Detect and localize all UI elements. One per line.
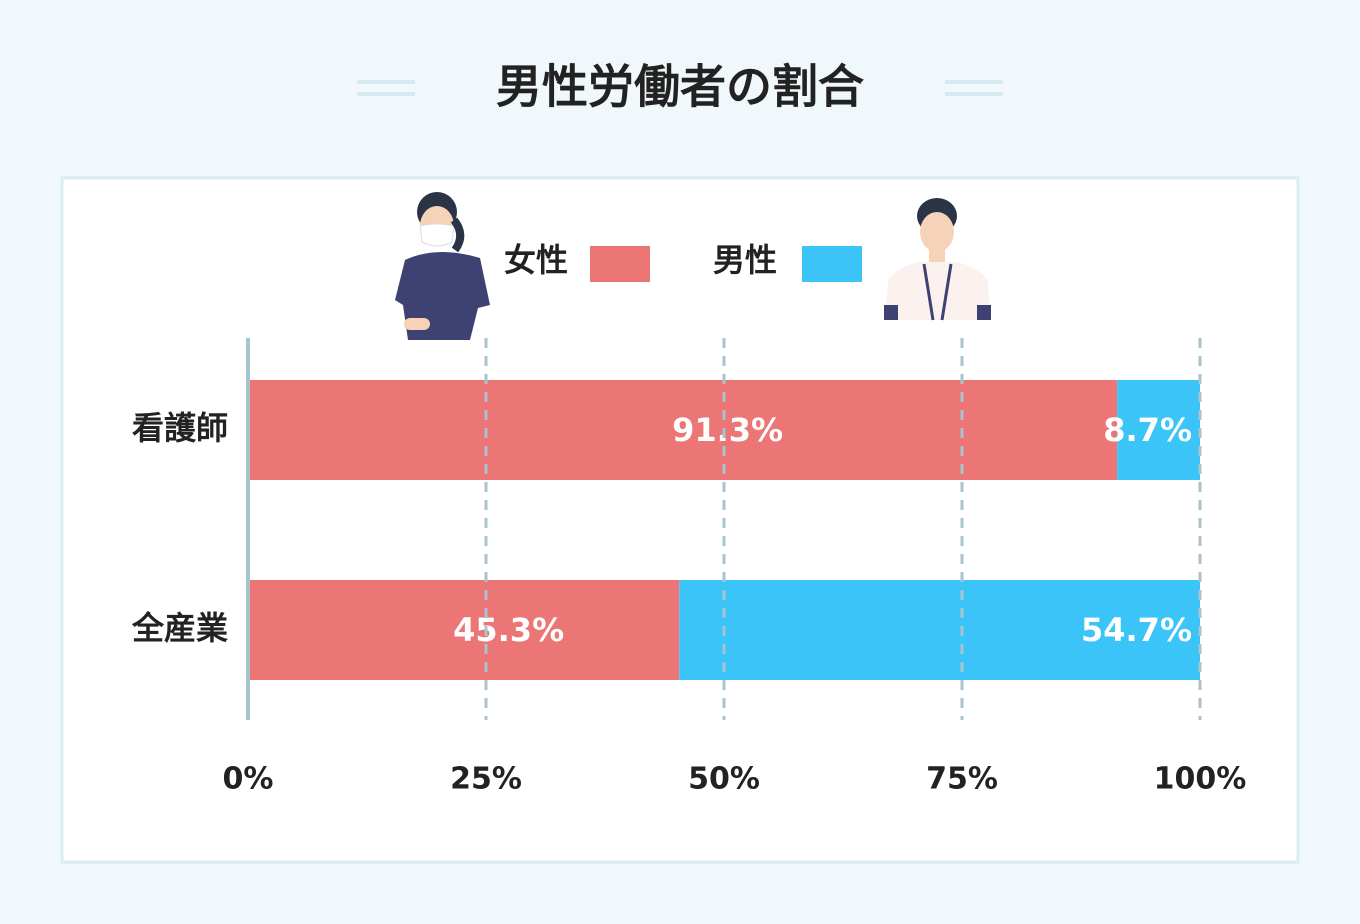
x-tick-label: 25% xyxy=(450,762,522,797)
value-label: 8.7% xyxy=(1103,411,1192,449)
legend-swatch xyxy=(590,246,650,282)
legend-label: 女性 xyxy=(504,241,568,279)
value-label: 54.7% xyxy=(1081,611,1192,649)
x-tick-label: 50% xyxy=(688,762,760,797)
bar-segment xyxy=(248,380,1118,480)
legend-swatch xyxy=(802,246,862,282)
office-illustration xyxy=(884,198,991,321)
bar-segment xyxy=(248,580,680,680)
chart-title: 男性労働者の割合 xyxy=(496,60,864,114)
nurse-illustration xyxy=(395,192,490,340)
title-decoration xyxy=(357,80,1003,96)
x-tick-label: 100% xyxy=(1154,762,1247,797)
y-tick-label: 全産業 xyxy=(131,609,228,647)
bar-segment xyxy=(679,580,1200,680)
card xyxy=(60,176,1300,864)
value-label: 91.3% xyxy=(672,411,783,449)
x-tick-label: 75% xyxy=(926,762,998,797)
value-label: 45.3% xyxy=(453,611,564,649)
y-tick-label: 看護師 xyxy=(132,409,228,447)
x-tick-label: 0% xyxy=(223,762,274,797)
bar-segment xyxy=(1117,380,1200,480)
legend-label: 男性 xyxy=(713,241,777,279)
